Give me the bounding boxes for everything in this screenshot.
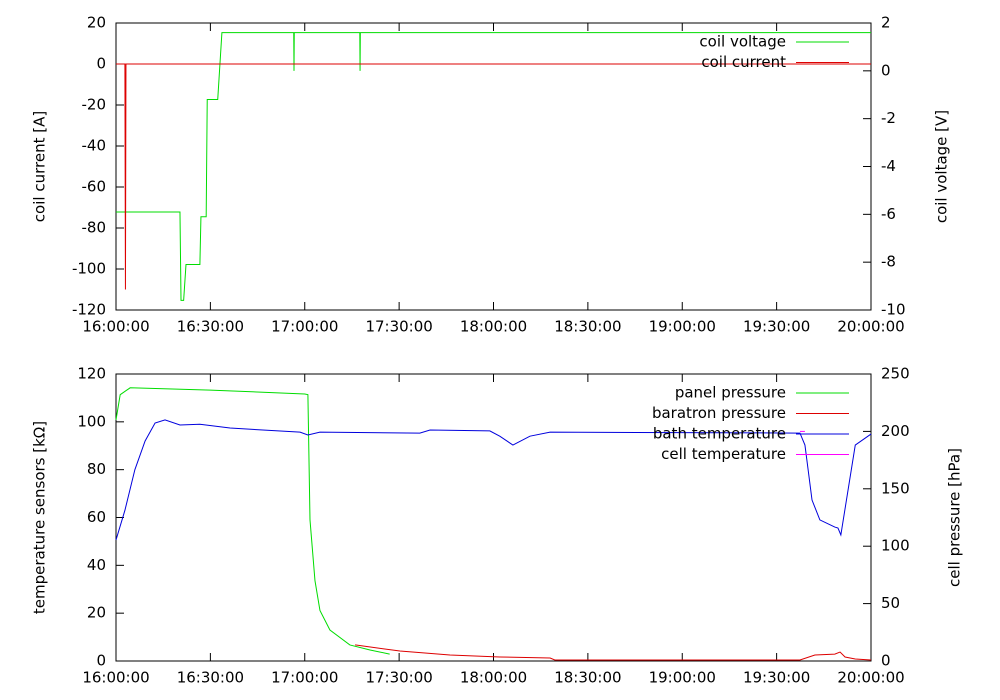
- y-axis-label: temperature sensors [kΩ]: [31, 421, 49, 614]
- y2-tick-label: -6: [881, 205, 896, 223]
- y-tick-label: 0: [96, 55, 106, 73]
- series-line: [115, 419, 872, 541]
- y2-tick-label: 150: [881, 479, 910, 497]
- series-line: [355, 644, 872, 661]
- x-tick-label: 18:30:00: [554, 318, 621, 336]
- y2-axis-label: coil voltage [V]: [933, 110, 951, 223]
- x-tick-label: 17:00:00: [271, 318, 338, 336]
- y2-tick-label: 0: [881, 652, 891, 670]
- x-tick-label: 16:00:00: [82, 669, 149, 687]
- legend-label: cell temperature: [661, 445, 786, 463]
- x-tick-label: 17:30:00: [365, 318, 432, 336]
- series-line: [116, 32, 871, 301]
- y-tick-label: 0: [96, 652, 106, 670]
- x-tick-label: 19:30:00: [743, 669, 810, 687]
- y2-tick-label: 50: [881, 594, 900, 612]
- y-tick-label: 120: [77, 365, 106, 383]
- y2-tick-label: 250: [881, 365, 910, 383]
- y-tick-label: -120: [72, 301, 106, 319]
- y-tick-label: 20: [87, 14, 106, 32]
- y-tick-label: 80: [87, 460, 106, 478]
- y2-tick-label: 100: [881, 537, 910, 555]
- y-tick-label: -80: [82, 219, 107, 237]
- y-axis-label: coil current [A]: [31, 111, 49, 222]
- x-tick-label: 19:30:00: [743, 318, 810, 336]
- plot-frame: [115, 22, 872, 311]
- legend-label: baratron pressure: [652, 404, 786, 422]
- y2-tick-label: 200: [881, 422, 910, 440]
- plot-frame: [115, 373, 872, 662]
- y-tick-label: 20: [87, 604, 106, 622]
- y-tick-label: -100: [72, 260, 106, 278]
- y2-tick-label: -2: [881, 109, 896, 127]
- x-tick-label: 18:00:00: [460, 669, 527, 687]
- y2-tick-label: -10: [881, 301, 906, 319]
- y-tick-label: -20: [82, 96, 107, 114]
- series-line: [115, 387, 390, 655]
- y-tick-label: -60: [82, 178, 107, 196]
- legend-label: coil current: [701, 53, 786, 71]
- x-tick-label: 19:00:00: [649, 669, 716, 687]
- y2-tick-label: -4: [881, 157, 896, 175]
- x-tick-label: 18:00:00: [460, 318, 527, 336]
- x-tick-label: 16:00:00: [82, 318, 149, 336]
- series-line: [116, 63, 871, 290]
- x-tick-label: 17:00:00: [271, 669, 338, 687]
- x-tick-label: 20:00:00: [837, 669, 904, 687]
- y-tick-label: -40: [82, 137, 107, 155]
- y-tick-label: 60: [87, 508, 106, 526]
- legend-label: coil voltage: [699, 33, 786, 51]
- x-tick-label: 19:00:00: [649, 318, 716, 336]
- y2-tick-label: 0: [881, 61, 891, 79]
- legend-label: bath temperature: [653, 425, 786, 443]
- x-tick-label: 16:30:00: [177, 318, 244, 336]
- y-tick-label: 100: [77, 412, 106, 430]
- y2-axis-label: cell pressure [hPa]: [946, 448, 964, 587]
- legend-label: panel pressure: [675, 384, 786, 402]
- x-tick-label: 17:30:00: [365, 669, 432, 687]
- y-tick-label: 40: [87, 556, 106, 574]
- x-tick-label: 16:30:00: [177, 669, 244, 687]
- y2-tick-label: -8: [881, 253, 896, 271]
- y2-tick-label: 2: [881, 14, 891, 32]
- x-tick-label: 18:30:00: [554, 669, 621, 687]
- x-tick-label: 20:00:00: [837, 318, 904, 336]
